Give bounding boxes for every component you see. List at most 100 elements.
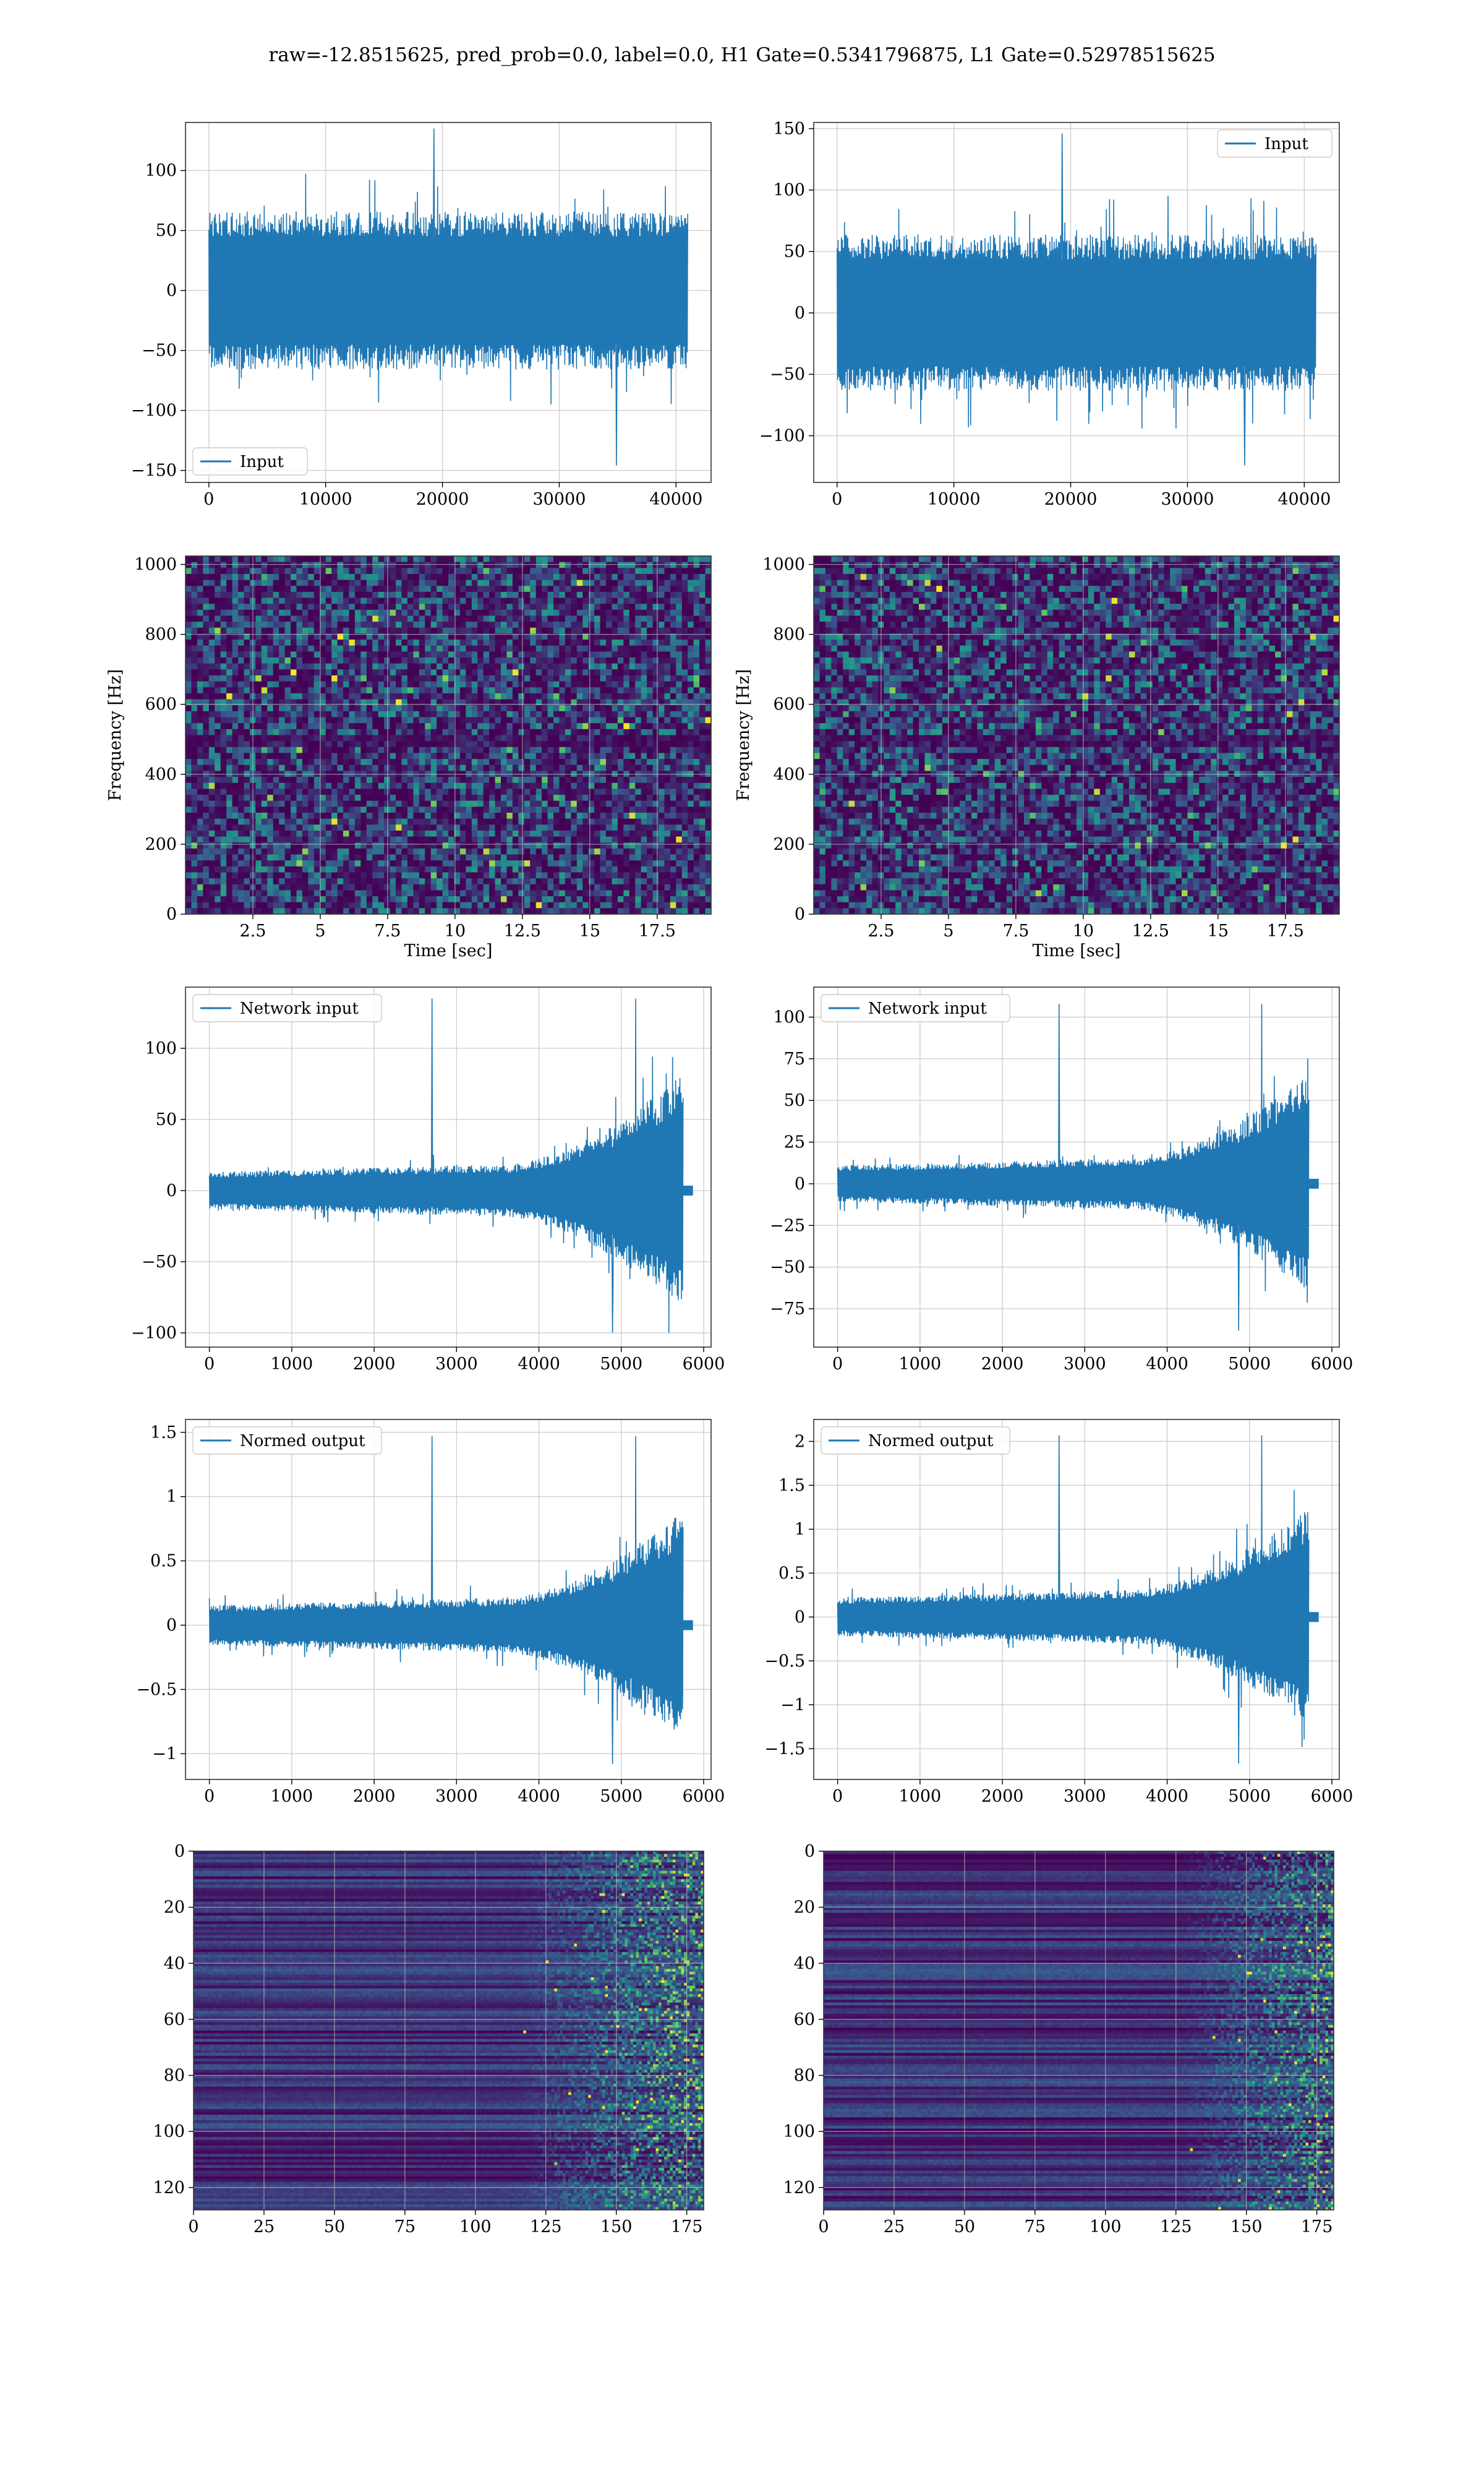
heatmap-cell: [489, 651, 496, 658]
heatmap-cell: [401, 878, 408, 885]
heatmap-cell: [466, 860, 472, 867]
heatmap-cell: [576, 782, 583, 789]
heatmap-cell: [617, 789, 624, 795]
heatmap-cell: [384, 645, 391, 652]
heatmap-cell: [360, 693, 367, 700]
heatmap-cell: [390, 777, 396, 784]
heatmap-cell: [477, 622, 484, 628]
heatmap-cell: [191, 807, 198, 813]
heatmap-cell: [495, 818, 501, 825]
heatmap-cell: [699, 604, 706, 610]
heatmap-cell: [378, 759, 385, 766]
heatmap-cell: [296, 812, 303, 820]
heatmap-cell: [279, 711, 286, 718]
heatmap-cell: [372, 615, 379, 622]
heatmap-cell: [320, 741, 326, 748]
heatmap-cell: [535, 848, 542, 855]
heatmap-cell: [390, 693, 396, 700]
heatmap-cell: [208, 741, 215, 748]
heatmap-cell: [606, 789, 613, 795]
heatmap-cell: [641, 759, 647, 766]
heatmap-cell: [466, 854, 472, 861]
heatmap-cell: [635, 562, 642, 568]
heatmap-cell: [501, 627, 508, 635]
heatmap-cell: [191, 818, 198, 825]
heatmap-cell: [699, 789, 706, 795]
heatmap-cell: [506, 699, 513, 706]
heatmap-cell: [571, 842, 578, 849]
heatmap-cell: [203, 711, 210, 718]
heatmap-cell: [501, 872, 508, 879]
heatmap-cell: [215, 723, 221, 730]
heatmap-cell: [664, 812, 671, 820]
heatmap-cell: [559, 747, 566, 754]
heatmap-cell: [571, 807, 578, 813]
heatmap-cell: [308, 872, 315, 879]
heatmap-cell: [325, 640, 332, 646]
heatmap-cell: [320, 573, 326, 581]
heatmap-cell: [681, 872, 688, 879]
heatmap-cell: [419, 753, 425, 760]
heatmap-cell: [296, 591, 303, 599]
heatmap-cell: [437, 591, 443, 599]
heatmap-cell: [291, 866, 297, 873]
heatmap-cell: [471, 615, 478, 622]
heatmap-cell: [635, 568, 642, 575]
heatmap-cell: [483, 818, 490, 825]
heatmap-cell: [208, 633, 215, 640]
heatmap-cell: [629, 699, 636, 706]
heatmap-cell: [255, 866, 262, 873]
heatmap-cell: [471, 657, 478, 664]
heatmap-cell: [459, 741, 466, 748]
heatmap-cell: [501, 795, 508, 802]
heatmap-cell: [681, 604, 688, 610]
heatmap-cell: [384, 693, 391, 700]
heatmap-cell: [343, 622, 350, 628]
heatmap-cell: [208, 687, 215, 694]
heatmap-cell: [413, 681, 420, 688]
heatmap-cell: [681, 705, 688, 712]
heatmap-cell: [670, 604, 676, 610]
heatmap-cell: [390, 711, 396, 718]
heatmap-cell: [659, 675, 665, 682]
heatmap-cell: [401, 615, 408, 622]
heatmap-cell: [372, 812, 379, 820]
heatmap-cell: [407, 609, 414, 617]
heatmap-cell: [635, 747, 642, 754]
heatmap-cell: [518, 735, 525, 742]
heatmap-cell: [267, 764, 274, 771]
heatmap-cell: [483, 645, 490, 652]
heatmap-cell: [197, 836, 203, 843]
heatmap-cell: [576, 640, 583, 646]
heatmap-cell: [559, 795, 566, 802]
heatmap-cell: [220, 759, 227, 766]
heatmap-cell: [331, 597, 338, 604]
heatmap-cell: [659, 753, 665, 760]
heatmap-cell: [390, 795, 396, 802]
heatmap-cell: [635, 800, 642, 807]
heatmap-cell: [360, 687, 367, 694]
heatmap-cell: [442, 711, 449, 718]
heatmap-cell: [448, 645, 455, 652]
heatmap-cell: [681, 675, 688, 682]
heatmap-cell: [459, 562, 466, 568]
heatmap-cell: [454, 759, 461, 766]
heatmap-cell: [372, 699, 379, 706]
heatmap-cell: [366, 699, 373, 706]
heatmap-cell: [360, 741, 367, 748]
heatmap-cell: [547, 573, 554, 581]
heatmap-cell: [349, 782, 356, 789]
heatmap-cell: [360, 580, 367, 586]
heatmap-cell: [641, 562, 647, 568]
heatmap-cell: [693, 747, 700, 754]
heatmap-cell: [635, 789, 642, 795]
heatmap-cell: [390, 687, 396, 694]
heatmap-cell: [471, 812, 478, 820]
heatmap-cell: [612, 651, 618, 658]
heatmap-cell: [652, 807, 659, 813]
heatmap-cell: [635, 812, 642, 820]
heatmap-cell: [524, 807, 531, 813]
heatmap-cell: [705, 687, 711, 694]
heatmap-cell: [215, 789, 221, 795]
heatmap-cell: [226, 711, 233, 718]
